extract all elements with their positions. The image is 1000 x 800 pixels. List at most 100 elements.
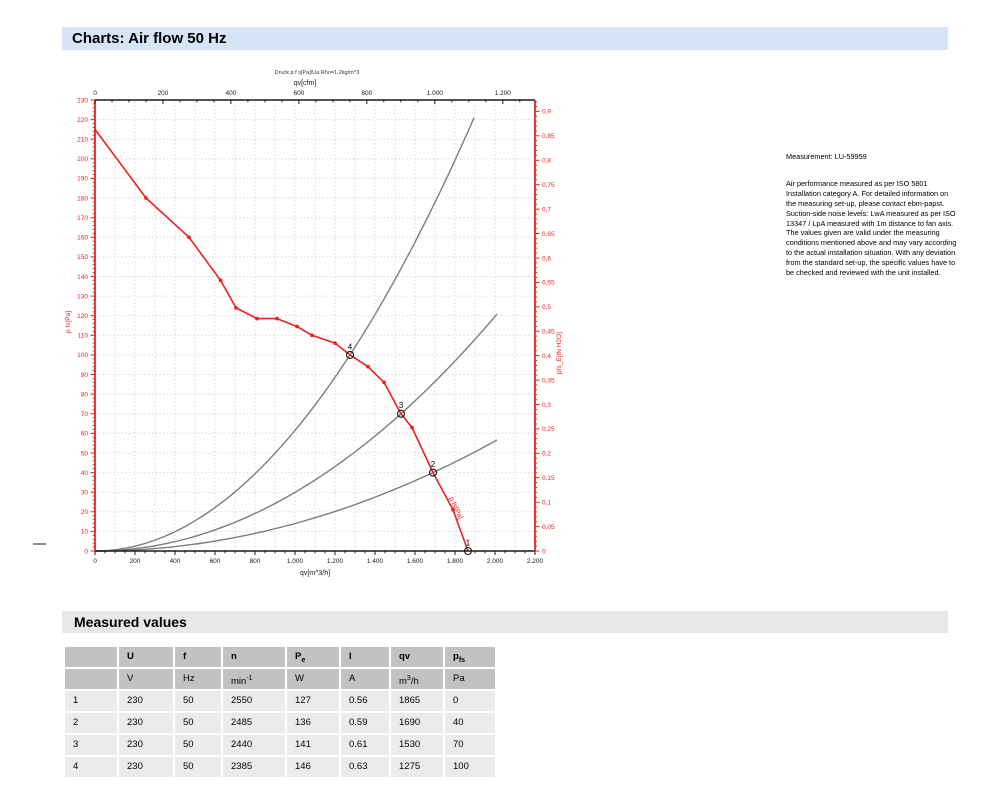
chart-header-note: Druck p f s[Pa]/Ua Rho=1.2kg/m^3 [275, 70, 360, 76]
table-cell: 4 [65, 757, 117, 777]
fan-curve-marker [255, 316, 259, 321]
svg-text:200: 200 [130, 558, 141, 565]
table-cell: 1530 [391, 735, 443, 755]
svg-text:40: 40 [81, 470, 89, 477]
svg-text:60: 60 [81, 431, 89, 438]
table-unit-cell: m3/h [391, 669, 443, 689]
fan-curve-marker [451, 507, 455, 512]
svg-text:0,3: 0,3 [542, 402, 551, 409]
bottom-axis: 0 200 400 600 800 1.000 1.200 1.400 1.600 1.800 2.… [93, 551, 544, 577]
table-cell: 2550 [223, 691, 285, 711]
top-axis: 0 200 400 600 800 1.000 1.200 qv[cfm] Druck p f … [93, 70, 521, 104]
fan-curve-marker [333, 341, 337, 345]
operating-point-number: 1 [466, 539, 471, 548]
table-cell: 2485 [223, 713, 285, 733]
table-cell: 0 [445, 691, 495, 711]
svg-text:160: 160 [77, 235, 88, 242]
table-cell: 127 [287, 691, 339, 711]
svg-text:1.000: 1.000 [287, 558, 304, 565]
svg-text:10: 10 [81, 529, 89, 536]
fan-curve-marker [410, 425, 414, 430]
svg-text:140: 140 [77, 274, 88, 281]
table-header-cell: n [223, 647, 285, 667]
svg-text:0,25: 0,25 [542, 426, 555, 433]
measurement-body: Air performance measured as per ISO 5801… [786, 178, 957, 278]
operating-points: 1 2 3 4 [345, 342, 473, 556]
svg-text:0,6: 0,6 [542, 255, 551, 262]
measurement-title: Measurement: LU-59959 [786, 152, 867, 161]
svg-text:120: 120 [77, 313, 88, 320]
svg-text:20: 20 [81, 509, 89, 516]
svg-text:210: 210 [77, 137, 88, 144]
svg-text:400: 400 [170, 558, 181, 565]
svg-text:0,35: 0,35 [542, 377, 555, 384]
table-cell: 230 [119, 735, 173, 755]
table-unit-cell: A [341, 669, 389, 689]
table-cell: 0.63 [341, 757, 389, 777]
table-cell: 0.61 [341, 735, 389, 755]
fan-curve-marker [275, 316, 279, 321]
svg-text:200: 200 [77, 156, 88, 163]
svg-text:0: 0 [93, 90, 97, 97]
bottom-axis-title: qv[m^3/h] [300, 570, 330, 577]
svg-text:0,1: 0,1 [542, 500, 551, 507]
svg-text:0,8: 0,8 [542, 158, 551, 165]
svg-text:0,45: 0,45 [542, 329, 555, 336]
page-title: Charts: Air flow 50 Hz [62, 27, 948, 50]
fan-curve-marker [144, 196, 148, 200]
svg-text:0,05: 0,05 [542, 524, 555, 531]
svg-text:70: 70 [81, 411, 89, 418]
svg-text:0: 0 [84, 548, 88, 555]
table-cell: 70 [445, 735, 495, 755]
fan-curve [94, 128, 469, 552]
margin-dash [33, 543, 46, 545]
svg-text:1.600: 1.600 [407, 558, 424, 565]
table-cell: 136 [287, 713, 339, 733]
svg-text:2.200: 2.200 [527, 558, 544, 565]
table-header-cell: U [119, 647, 173, 667]
table-cell: 230 [119, 713, 173, 733]
table-header-cell [65, 647, 117, 667]
right-axis: 0 0,05 0,1 0,15 0,2 0,25 0,3 0,35 0,4 0,45 0,5 0,55… [535, 101, 563, 555]
table-cell: 40 [445, 713, 495, 733]
operating-point-number: 3 [399, 401, 404, 410]
svg-text:1.200: 1.200 [327, 558, 344, 565]
svg-text:100: 100 [77, 352, 88, 359]
svg-text:600: 600 [293, 90, 304, 97]
svg-text:0,75: 0,75 [542, 182, 555, 189]
svg-text:220: 220 [77, 117, 88, 124]
measured-values-header: Measured values [62, 611, 948, 633]
svg-text:0,7: 0,7 [542, 206, 551, 213]
svg-text:800: 800 [250, 558, 261, 565]
table-unit-cell: V [119, 669, 173, 689]
table-cell: 2 [65, 713, 117, 733]
operating-point [345, 350, 355, 359]
table-cell: 141 [287, 735, 339, 755]
measurement-note: Measurement: LU-59959 Air performance me… [786, 152, 958, 278]
table-header-cell: f [175, 647, 221, 667]
table-header-cell: Pe [287, 647, 339, 667]
table-cell: 100 [445, 757, 495, 777]
svg-text:2.000: 2.000 [487, 558, 504, 565]
svg-text:600: 600 [210, 558, 221, 565]
fan-curve-group: p fs[Pa] [94, 128, 469, 552]
left-axis-title: p fs[Pa] [65, 311, 72, 333]
table-cell: 0.59 [341, 713, 389, 733]
operating-point-number: 4 [348, 342, 353, 351]
svg-text:0,85: 0,85 [542, 133, 555, 140]
svg-text:1.800: 1.800 [447, 558, 464, 565]
svg-text:170: 170 [77, 215, 88, 222]
svg-text:0,2: 0,2 [542, 451, 551, 458]
table-cell: 50 [175, 713, 221, 733]
airflow-chart: p fs[Pa] 1 2 3 4 0 200 400 600 800 1.000 1.200 1.400… [30, 60, 600, 605]
svg-text:0,65: 0,65 [542, 231, 555, 238]
table-cell: 2385 [223, 757, 285, 777]
operating-point-number: 2 [431, 460, 436, 469]
svg-text:1.000: 1.000 [427, 90, 444, 97]
table-header-cell: pfs [445, 647, 495, 667]
svg-text:150: 150 [77, 254, 88, 261]
table-cell: 230 [119, 757, 173, 777]
svg-text:0: 0 [93, 558, 97, 565]
fan-curve-marker [295, 324, 299, 329]
